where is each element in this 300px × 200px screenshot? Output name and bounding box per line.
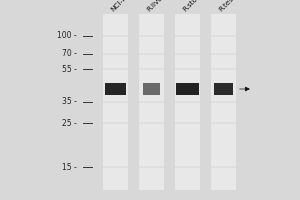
- Text: 55 -: 55 -: [61, 64, 76, 73]
- Text: 15 -: 15 -: [62, 162, 76, 171]
- Text: 100 -: 100 -: [57, 31, 76, 40]
- Text: 35 -: 35 -: [61, 98, 76, 106]
- Bar: [139, 14, 164, 190]
- Text: 25 -: 25 -: [62, 118, 76, 128]
- Text: 70 -: 70 -: [61, 49, 76, 58]
- Bar: [175, 14, 200, 190]
- Text: R.liver: R.liver: [146, 0, 166, 13]
- Bar: [103, 14, 128, 190]
- Bar: [211, 14, 236, 190]
- Bar: [84, 14, 285, 190]
- Text: R.stomach: R.stomach: [182, 0, 213, 13]
- Text: NCI-H292: NCI-H292: [110, 0, 139, 13]
- Text: R.testis: R.testis: [218, 0, 241, 13]
- Bar: [176, 83, 199, 95]
- Bar: [142, 83, 160, 95]
- Bar: [214, 83, 233, 95]
- Bar: [105, 83, 126, 95]
